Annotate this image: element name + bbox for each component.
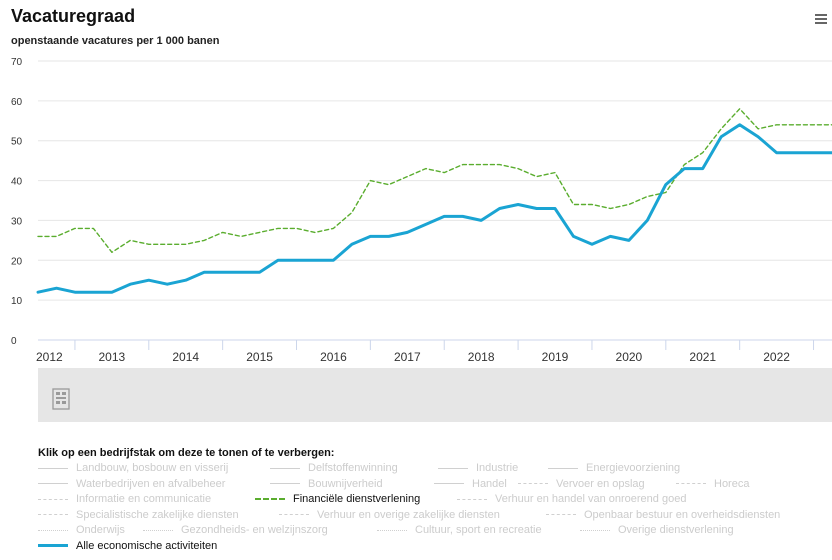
legend-item[interactable]: Vervoer en opslag [518, 477, 645, 491]
chart-subtitle: openstaande vacatures per 1 000 banen [11, 35, 220, 47]
legend-item-label: Gezondheids- en welzijnszorg [181, 524, 328, 536]
legend-item[interactable]: Onderwijs [38, 523, 125, 537]
cbs-logo-icon [52, 388, 70, 410]
y-tick-label: 60 [11, 97, 23, 108]
legend-title: Klik op een bedrijfstak om deze te tonen… [38, 447, 335, 459]
chart-title: Vacaturegraad [11, 6, 136, 26]
legend-item[interactable]: Delfstoffenwinning [270, 461, 398, 475]
legend-line-symbol [438, 467, 468, 469]
legend-line-symbol [457, 498, 487, 500]
y-tick-label: 20 [11, 256, 23, 267]
legend-line-symbol [38, 544, 68, 547]
legend-item[interactable]: Financiële dienstverlening [255, 492, 420, 506]
legend-item[interactable]: Gezondheids- en welzijnszorg [143, 523, 328, 537]
legend-item-label: Energievoorziening [586, 462, 681, 474]
line-chart: 0 10 20 30 40 50 60 70 2012 2013 2014 2015 2016 2017 2… [11, 57, 832, 364]
x-tick-label: 2018 [468, 350, 495, 364]
legend-item[interactable]: Landbouw, bosbouw en visserij [38, 461, 228, 475]
legend-item-label: Waterbedrijven en afvalbeheer [76, 477, 226, 490]
y-tick-label: 50 [11, 137, 23, 148]
range-navigator[interactable] [38, 368, 832, 422]
legend-item-label: Vervoer en opslag [556, 477, 645, 490]
y-tick-label: 30 [11, 216, 23, 227]
legend-item-label: Verhuur en overige zakelijke diensten [317, 508, 500, 521]
legend-item-label: Onderwijs [76, 524, 125, 536]
legend-line-symbol [434, 483, 464, 484]
legend-line-symbol [279, 514, 309, 515]
legend-item[interactable]: Waterbedrijven en afvalbeheer [38, 477, 225, 491]
legend-line-symbol [546, 514, 576, 515]
legend-item-label: Alle economische activiteiten [76, 539, 218, 552]
x-tick-label: 2017 [394, 350, 421, 364]
x-tick-label: 2014 [172, 350, 199, 364]
legend-line-symbol [143, 529, 173, 531]
legend-line-symbol [548, 467, 578, 469]
legend-item-label: Cultuur, sport en recreatie [415, 524, 542, 536]
legend-item-label: Delfstoffenwinning [308, 462, 398, 474]
series-line-alle-economische-activiteiten [36, 123, 832, 294]
legend-item[interactable]: Handel [434, 477, 507, 491]
legend-item-label: Financiële dienstverlening [293, 493, 421, 505]
legend-item[interactable]: Industrie [438, 461, 518, 475]
hamburger-menu-icon[interactable] [815, 14, 827, 26]
legend-line-symbol [38, 467, 68, 469]
y-tick-label: 40 [11, 177, 23, 188]
legend-item[interactable]: Specialistische zakelijke diensten [38, 508, 239, 522]
legend-item[interactable]: Horeca [676, 477, 749, 491]
y-tick-label: 10 [11, 296, 23, 307]
x-tick-label: 2012 [36, 350, 63, 364]
legend-item[interactable]: Bouwnijverheid [270, 477, 383, 491]
legend-item-label: Handel [472, 477, 507, 490]
legend-item[interactable]: Cultuur, sport en recreatie [377, 523, 542, 537]
x-tick-label: 2022 [763, 350, 790, 364]
legend-item-label: Informatie en communicatie [76, 493, 212, 505]
legend-item[interactable]: Openbaar bestuur en overheidsdiensten [546, 508, 780, 522]
legend-line-symbol [676, 483, 706, 484]
legend-item[interactable]: Alle economische activiteiten [38, 539, 217, 553]
y-tick-label: 0 [11, 336, 17, 347]
legend-item[interactable]: Verhuur en handel van onroerend goed [457, 492, 686, 506]
legend-line-symbol [38, 529, 68, 531]
legend-line-symbol [580, 529, 610, 531]
legend-item-label: Verhuur en handel van onroerend goed [495, 493, 687, 505]
legend-item-label: Industrie [476, 462, 519, 474]
legend-item-label: Bouwnijverheid [308, 477, 383, 490]
x-tick-label: 2016 [320, 350, 347, 364]
legend-item[interactable]: Informatie en communicatie [38, 492, 211, 506]
legend-item-label: Specialistische zakelijke diensten [76, 508, 239, 521]
legend-item[interactable]: Energievoorziening [548, 461, 680, 475]
x-tick-label: 2019 [542, 350, 569, 364]
x-tick-label: 2020 [616, 350, 643, 364]
legend-line-symbol [38, 498, 68, 500]
legend-line-symbol [38, 514, 68, 515]
legend-item-label: Horeca [714, 477, 750, 490]
legend-line-symbol [518, 483, 548, 484]
legend-line-symbol [377, 529, 407, 531]
legend-line-symbol [270, 483, 300, 484]
x-tick-label: 2015 [246, 350, 273, 364]
legend-item-label: Overige dienstverlening [618, 524, 734, 536]
legend-item-label: Openbaar bestuur en overheidsdiensten [584, 508, 781, 521]
y-tick-label: 70 [11, 57, 23, 68]
legend-line-symbol [38, 483, 68, 484]
legend-line-symbol [270, 467, 300, 469]
legend-item[interactable]: Verhuur en overige zakelijke diensten [279, 508, 500, 522]
legend-item-label: Landbouw, bosbouw en visserij [76, 462, 229, 474]
x-tick-label: 2021 [689, 350, 716, 364]
legend-line-symbol [255, 498, 285, 500]
series-line-financiele-dienstverlening [37, 108, 832, 254]
legend-item[interactable]: Overige dienstverlening [580, 523, 734, 537]
x-tick-label: 2013 [99, 350, 126, 364]
